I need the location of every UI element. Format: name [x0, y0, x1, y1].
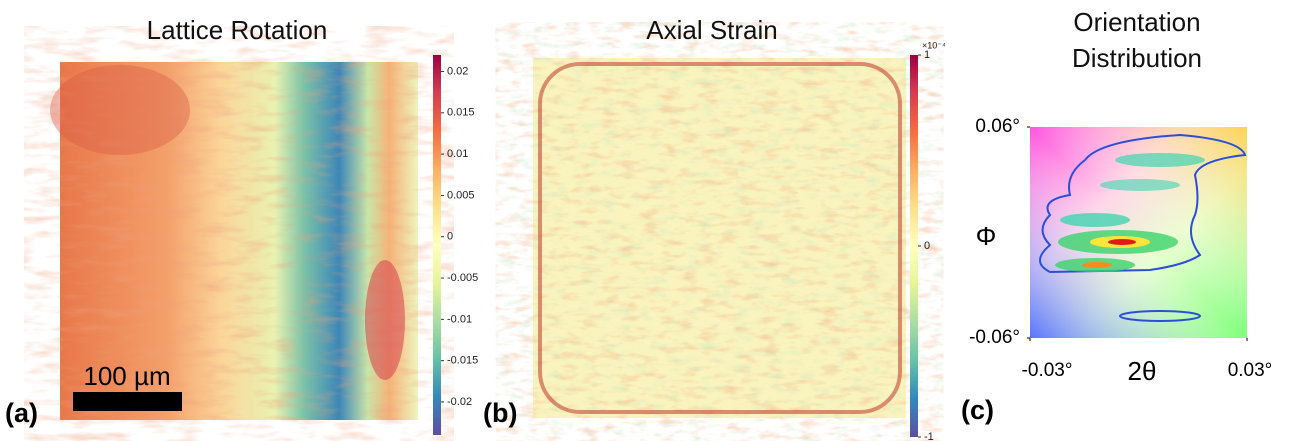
- y-tick-label: -0.06°: [969, 327, 1020, 348]
- x-axis-label: 2θ: [1128, 356, 1157, 386]
- panel-title: Axial Strain: [646, 15, 778, 45]
- colorbar-tick-label: -0.01: [447, 313, 472, 325]
- panel-title: Orientation Distribution: [1071, 7, 1203, 73]
- colorbar-tick-label: -0.005: [447, 272, 478, 284]
- map-texture: [533, 58, 906, 418]
- panel-title: Lattice Rotation: [146, 15, 328, 45]
- map-texture: [60, 62, 418, 420]
- colorbar-tick-label: 0.01: [447, 148, 468, 160]
- map-feature: [365, 260, 405, 380]
- y-axis-label: Φ: [976, 221, 997, 251]
- panel-label: (a): [5, 398, 38, 428]
- panel-label: (b): [483, 398, 517, 428]
- colorbar: [433, 55, 441, 435]
- colorbar-tick-label: -0.015: [447, 355, 478, 367]
- colorbar-tick-label: -1: [924, 431, 934, 441]
- colorbar: [910, 55, 918, 437]
- colorbar-tick-label: 0: [924, 240, 930, 252]
- colorbar-tick-label: 0.005: [447, 189, 475, 201]
- scale-bar-label: 100 µm: [83, 361, 170, 391]
- panel-label: (c): [961, 395, 994, 425]
- contours: [1039, 133, 1247, 322]
- x-tick-label: 0.03°: [1228, 360, 1273, 381]
- map-edge: [538, 62, 902, 414]
- colorbar-tick-label: 0.015: [447, 107, 475, 119]
- colorbar-tick-label: 0: [447, 231, 453, 243]
- x-tick-label: -0.03°: [1022, 360, 1073, 381]
- colorbar-exponent: ×10⁻⁴: [922, 40, 946, 50]
- colorbar-tick-label: 1: [924, 49, 930, 61]
- colorbar-tick-label: -0.02: [447, 396, 472, 408]
- y-tick-label: 0.06°: [975, 116, 1020, 137]
- scale-bar: [73, 392, 182, 411]
- colorbar-tick-label: 0.02: [447, 65, 468, 77]
- map-feature: [50, 65, 190, 155]
- density-peaks: [1055, 153, 1205, 272]
